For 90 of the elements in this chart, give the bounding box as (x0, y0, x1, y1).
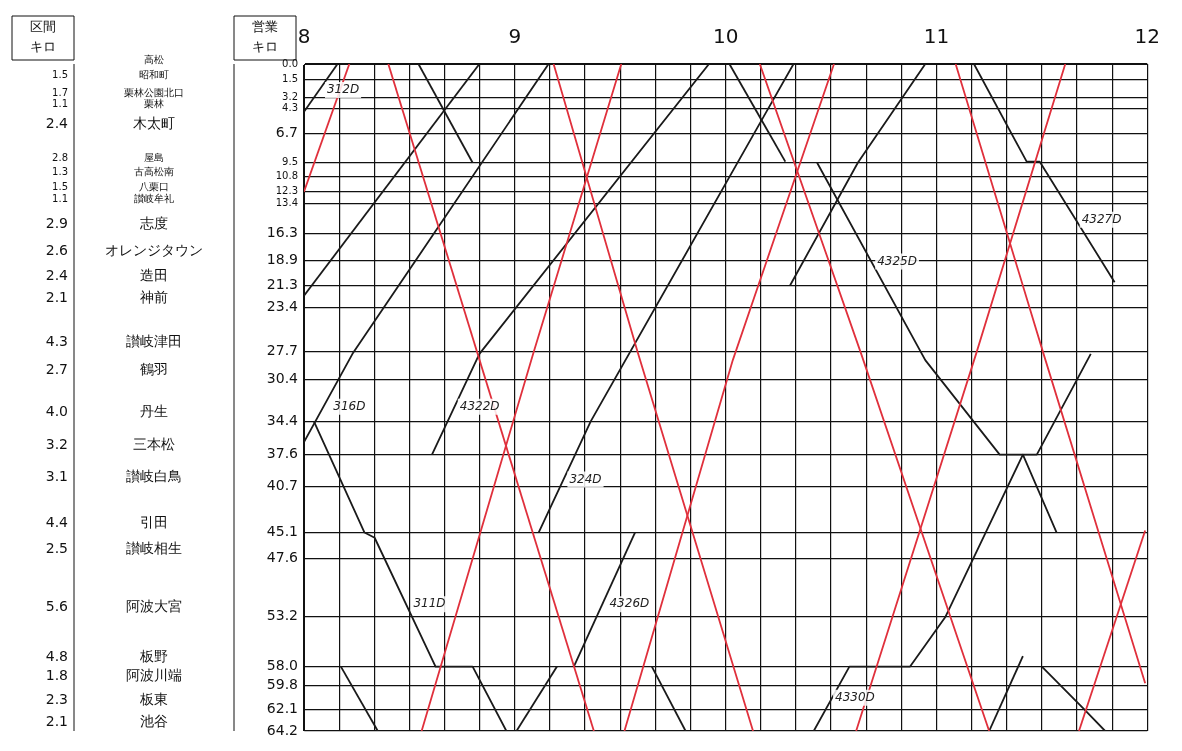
text: 1.8 (45, 666, 68, 683)
text: 2.3 (45, 690, 68, 707)
text: 1.7 (52, 86, 68, 98)
text: 志度 (140, 214, 168, 231)
y-tick-label: 12.3 (275, 185, 298, 197)
text: 1.5 (52, 181, 68, 193)
text: 3.2 (45, 436, 68, 453)
text: 造田 (140, 266, 168, 283)
annotation: 4330D (835, 689, 875, 704)
y-tick-label: 4.3 (282, 102, 298, 114)
text: 4.0 (45, 403, 68, 420)
y-tick-label: 27.7 (266, 342, 298, 359)
y-tick-label: 58.0 (266, 657, 298, 674)
text: 1.3 (52, 165, 68, 177)
x-tick-label: 8 (297, 24, 311, 49)
text: 讃岐津田 (126, 333, 182, 350)
text: 古高松南 (134, 165, 174, 177)
text: 板野 (139, 648, 168, 665)
annotation: 4322D (459, 398, 500, 413)
text: 栗林 (144, 98, 164, 110)
y-tick-label: 16.3 (266, 223, 298, 240)
x-tick-label: 9 (508, 24, 522, 49)
text: 三本松 (133, 436, 175, 453)
y-tick-label: 37.6 (266, 445, 299, 462)
text: 4.3 (45, 333, 68, 350)
y-tick-label: 9.5 (282, 156, 298, 168)
text: 2.4 (45, 266, 69, 283)
annotation: 311D (413, 596, 446, 611)
text: 2.8 (52, 152, 68, 164)
text: 八栗口 (139, 181, 169, 193)
text: 鶴羽 (140, 361, 168, 378)
text: 2.4 (45, 115, 69, 132)
text: 1.5 (52, 69, 68, 81)
text: 阿波川端 (126, 666, 182, 683)
text: オレンジタウン (105, 242, 203, 258)
text: 2.9 (45, 214, 68, 231)
y-tick-label: 6.7 (275, 124, 298, 141)
annotation: 4325D (877, 253, 917, 268)
text: 2.7 (45, 361, 68, 378)
text: 5.6 (45, 598, 69, 615)
annotation: 316D (333, 398, 366, 413)
text: 讃岐白鳥 (126, 468, 182, 485)
y-tick-label: 40.7 (266, 477, 298, 494)
x-tick-label: 11 (923, 24, 950, 49)
text: 板東 (139, 690, 168, 707)
y-tick-label: 64.2 (266, 721, 298, 738)
y-tick-label: 1.5 (282, 73, 298, 85)
text: 1.1 (52, 192, 68, 204)
x-tick-label: 12 (1134, 24, 1160, 49)
text: 区間キロ (30, 19, 56, 55)
text: 引田 (140, 514, 168, 531)
y-tick-label: 10.8 (275, 169, 298, 181)
text: 2.5 (45, 540, 68, 557)
text: 屋島 (144, 152, 164, 164)
text: 2.1 (45, 712, 68, 729)
text: 高松 (144, 53, 164, 65)
annotation: 324D (569, 471, 602, 486)
y-tick-label: 0.0 (282, 57, 298, 69)
text: 3.1 (45, 468, 68, 485)
text: 讃岐相生 (126, 540, 182, 557)
text: 讃岐牟礼 (134, 192, 174, 204)
y-tick-label: 18.9 (266, 251, 298, 267)
text: 栗林公園北口 (124, 86, 184, 98)
x-tick-label: 10 (712, 24, 739, 49)
y-tick-label: 59.8 (266, 675, 298, 692)
y-tick-label: 34.4 (266, 412, 299, 429)
text: 池谷 (140, 712, 168, 729)
annotation: 4326D (609, 596, 650, 611)
text: 4.8 (45, 648, 68, 665)
text: 阿波大宮 (126, 598, 182, 615)
annotation: 4327D (1081, 211, 1122, 226)
y-tick-label: 30.4 (266, 370, 299, 387)
y-tick-label: 53.2 (266, 607, 298, 624)
y-tick-label: 21.3 (266, 275, 298, 292)
text: 丹生 (140, 403, 168, 420)
y-axis-title: 営業キロ (252, 19, 278, 55)
y-tick-label: 23.4 (266, 297, 299, 314)
text: 木太町 (133, 115, 175, 132)
text: 2.1 (45, 288, 68, 305)
text: 2.6 (45, 242, 69, 258)
text: 1.1 (52, 98, 68, 110)
y-tick-label: 45.1 (266, 523, 298, 540)
text: 神前 (140, 288, 168, 305)
y-tick-label: 62.1 (266, 699, 298, 716)
annotation: 312D (326, 82, 360, 97)
y-tick-label: 13.4 (275, 196, 298, 208)
y-tick-label: 47.6 (266, 549, 299, 566)
y-tick-label: 3.2 (282, 90, 298, 102)
text: 4.4 (45, 514, 69, 531)
text: 昭和町 (139, 69, 169, 81)
